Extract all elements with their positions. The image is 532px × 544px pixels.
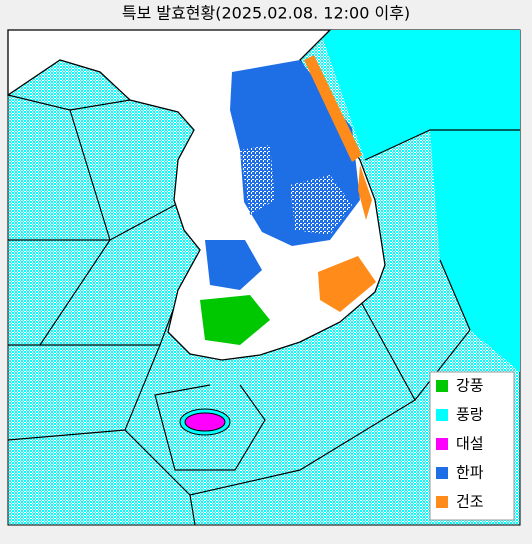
- sea-zone-lines: [7, 94, 520, 526]
- legend-swatch: [436, 409, 448, 421]
- strong-wind-area: [200, 295, 270, 345]
- open-sea: [430, 130, 520, 372]
- map-area: [7, 29, 521, 526]
- legend-label: 풍랑: [456, 406, 484, 424]
- legend-label: 한파: [456, 464, 484, 482]
- cold-wave-advisory: [290, 175, 352, 235]
- jeju: [184, 412, 226, 432]
- dry-area: [304, 55, 362, 162]
- legend-swatch: [436, 496, 448, 508]
- legend-swatch: [436, 438, 448, 450]
- legend-swatch: [436, 467, 448, 479]
- legend-swatch: [436, 380, 448, 392]
- cold-wave-advisory: [240, 145, 275, 215]
- dry-area: [318, 256, 376, 312]
- open-sea: [320, 30, 520, 160]
- legend-label: 강풍: [456, 377, 484, 395]
- map-title: 특보 발효현황(2025.02.08. 12:00 이후): [122, 4, 410, 23]
- legend-label: 대설: [456, 435, 484, 453]
- dry-area: [358, 165, 372, 220]
- cold-wave-area: [205, 240, 262, 290]
- legend-label: 건조: [456, 493, 484, 511]
